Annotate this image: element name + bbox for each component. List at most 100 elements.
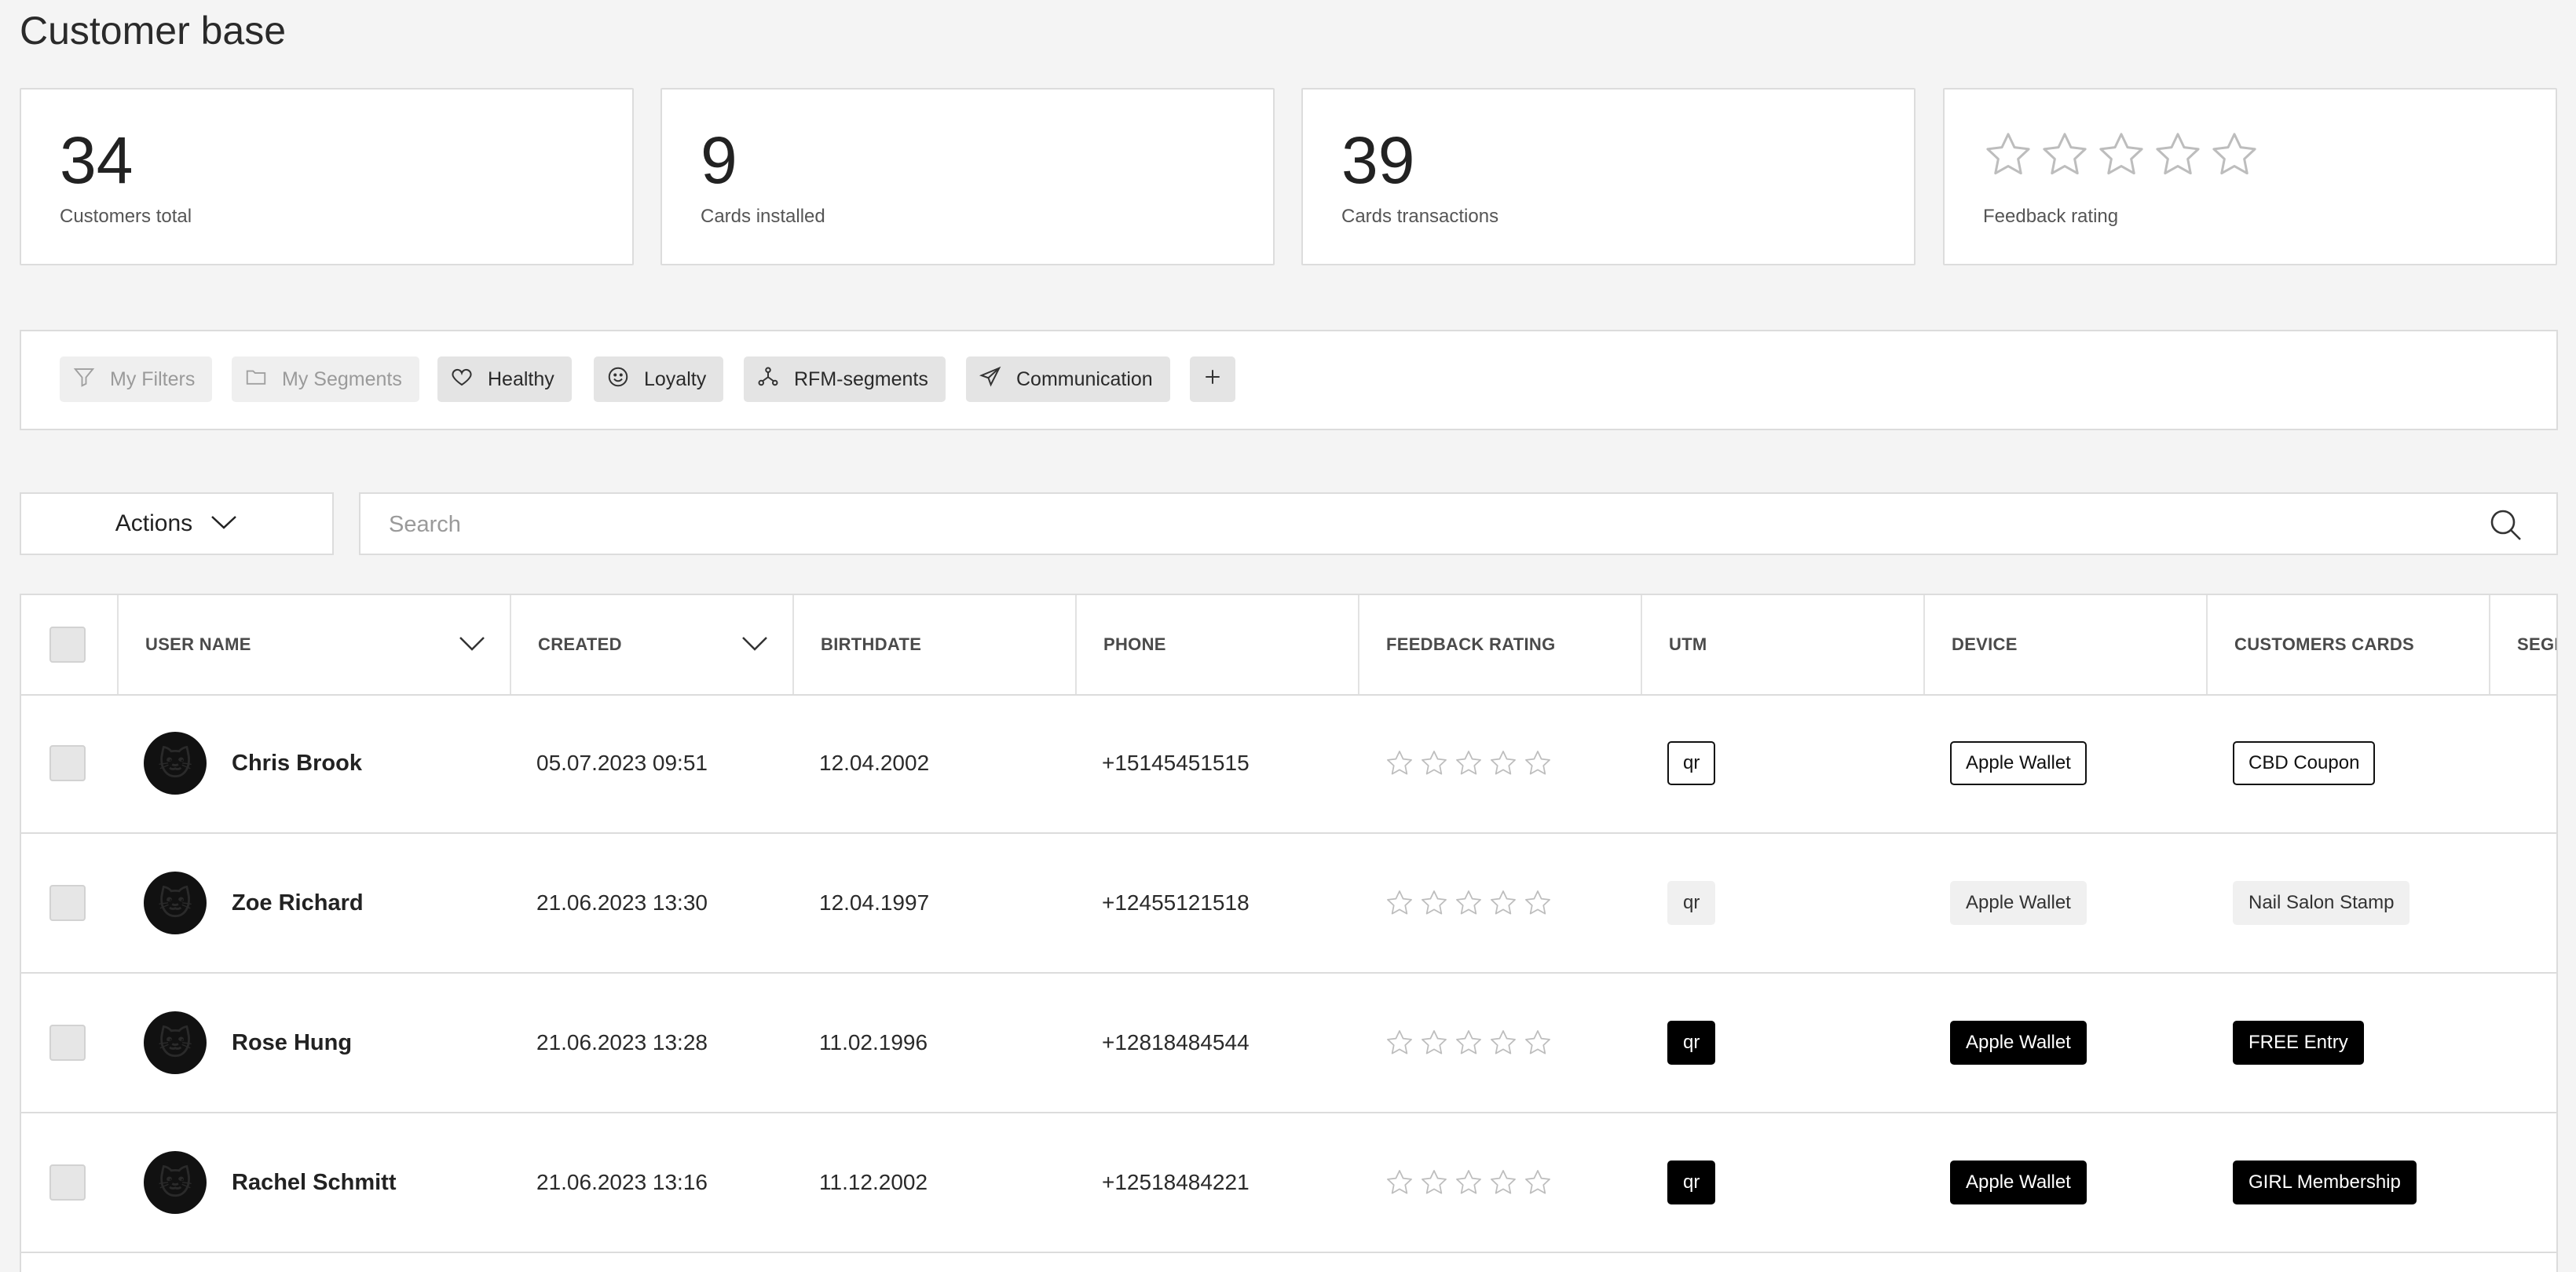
- feedback-rating-cell: [1385, 974, 1553, 1112]
- user-name[interactable]: Rose Hung: [232, 1029, 353, 1055]
- user-cell[interactable]: 🐱 Rose Hung: [144, 974, 352, 1112]
- card-cell: CBD Coupon: [2233, 694, 2376, 832]
- star-outline-icon: [1387, 1170, 1412, 1194]
- segment-chip-healthy[interactable]: Healthy: [437, 356, 572, 402]
- star-outline-icon: [1491, 890, 1516, 915]
- row-checkbox-cell: [49, 1113, 86, 1252]
- star-outline-icon: [1525, 1030, 1550, 1055]
- star-outline-icon: [1387, 1030, 1412, 1055]
- segment-chip-communication[interactable]: Communication: [966, 356, 1170, 402]
- star-outline-icon: [1387, 751, 1412, 775]
- row-checkbox[interactable]: [49, 1164, 86, 1201]
- add-segment-button[interactable]: [1190, 356, 1235, 402]
- stat-card-cards-transactions: 39 Cards transactions: [1301, 88, 1916, 265]
- star-outline-icon: [2156, 133, 2200, 175]
- star-outline-icon: [2212, 133, 2256, 175]
- row-checkbox[interactable]: [49, 1025, 86, 1061]
- user-name[interactable]: Zoe Richard: [232, 890, 364, 916]
- stat-label: Feedback rating: [1983, 206, 2119, 227]
- utm-cell: qr: [1667, 834, 1716, 972]
- chevron-down-icon[interactable]: [741, 634, 769, 653]
- star-outline-icon: [1422, 751, 1447, 775]
- search-input[interactable]: [387, 505, 2432, 544]
- segment-chip-loyalty[interactable]: Loyalty: [594, 356, 724, 402]
- column-header-label: DEVICE: [1952, 634, 2018, 654]
- feedback-rating-cell: [1385, 694, 1553, 832]
- device-tag[interactable]: Apple Wallet: [1950, 1161, 2087, 1204]
- stat-value: 34: [60, 123, 134, 197]
- card-tag[interactable]: FREE Entry: [2233, 1021, 2364, 1065]
- birthdate-cell: 11.12.2002: [819, 1170, 928, 1194]
- select-all-cell: [49, 595, 137, 694]
- star-outline-icon: [1491, 1170, 1516, 1194]
- segment-chip-label: Loyalty: [644, 367, 707, 390]
- utm-cell: qr: [1667, 694, 1716, 832]
- stat-label: Cards transactions: [1341, 206, 1499, 227]
- column-header-customers-cards[interactable]: CUSTOMERS CARDS: [2206, 595, 2489, 694]
- segment-chip-label: My Filters: [110, 367, 196, 390]
- segment-chip-rfm-segments[interactable]: RFM-segments: [744, 356, 946, 402]
- column-header-segments[interactable]: SEGM: [2489, 595, 2556, 694]
- birthdate-cell: 11.02.1996: [819, 1030, 928, 1055]
- column-header-label: FEEDBACK RATING: [1386, 634, 1556, 654]
- table-row[interactable]: 🐱 Chris Brook 05.07.2023 09:51 12.04.200…: [21, 694, 2556, 834]
- column-header-device[interactable]: DEVICE: [1923, 595, 2206, 694]
- segment-chip-label: Healthy: [488, 367, 554, 390]
- user-cell[interactable]: 🐱 Chris Brook: [144, 694, 362, 832]
- stat-value: 9: [701, 123, 737, 197]
- star-outline-icon: [1456, 890, 1481, 915]
- created-cell: 05.07.2023 09:51: [536, 751, 708, 775]
- column-header-created[interactable]: CREATED: [510, 595, 792, 694]
- star-outline-icon: [1456, 751, 1481, 775]
- created-cell: 21.06.2023 13:16: [536, 1170, 708, 1194]
- user-name[interactable]: Chris Brook: [232, 750, 362, 776]
- select-all-checkbox[interactable]: [49, 627, 86, 663]
- user-cell[interactable]: 🐱 Zoe Richard: [144, 834, 364, 972]
- column-header-label: PHONE: [1103, 634, 1166, 654]
- card-tag[interactable]: Nail Salon Stamp: [2233, 881, 2410, 925]
- segments-bar: My Filters My Segments Healthy Loyalty R…: [20, 330, 2558, 430]
- device-tag[interactable]: Apple Wallet: [1950, 741, 2087, 785]
- segment-chip-my-segments[interactable]: My Segments: [232, 356, 419, 402]
- card-cell: Nail Salon Stamp: [2233, 834, 2410, 972]
- user-cell[interactable]: 🐱 Rachel Schmitt: [144, 1113, 397, 1252]
- actions-dropdown[interactable]: Actions: [20, 492, 334, 555]
- chevron-down-icon[interactable]: [458, 634, 486, 653]
- column-header-feedback-rating[interactable]: FEEDBACK RATING: [1358, 595, 1641, 694]
- utm-tag[interactable]: qr: [1667, 1161, 1716, 1204]
- device-tag[interactable]: Apple Wallet: [1950, 1021, 2087, 1065]
- column-header-label: CREATED: [538, 634, 622, 654]
- utm-tag[interactable]: qr: [1667, 741, 1716, 785]
- row-rating-stars: [1385, 748, 1553, 778]
- phone-cell: +12518484221: [1102, 1170, 1250, 1194]
- star-outline-icon: [1525, 1170, 1550, 1194]
- card-tag[interactable]: CBD Coupon: [2233, 741, 2376, 785]
- column-header-user-name[interactable]: USER NAME: [117, 595, 510, 694]
- table-row[interactable]: 🐱 Rose Hung 21.06.2023 13:28 11.02.1996 …: [21, 974, 2556, 1113]
- heart-icon: [450, 365, 488, 394]
- row-checkbox-cell: [49, 974, 86, 1112]
- column-header-phone[interactable]: PHONE: [1075, 595, 1358, 694]
- plus-icon: [1201, 365, 1224, 394]
- row-checkbox[interactable]: [49, 885, 86, 921]
- utm-tag[interactable]: qr: [1667, 881, 1716, 925]
- device-tag[interactable]: Apple Wallet: [1950, 881, 2087, 925]
- card-tag[interactable]: GIRL Membership: [2233, 1161, 2417, 1204]
- table-row[interactable]: 🐱 Zoe Richard 21.06.2023 13:30 12.04.199…: [21, 834, 2556, 974]
- column-header-label: SEGM: [2517, 634, 2556, 654]
- row-checkbox[interactable]: [49, 745, 86, 781]
- feedback-rating-stars: [1982, 129, 2260, 181]
- row-rating-stars: [1385, 1028, 1553, 1058]
- segment-chip-my-filters[interactable]: My Filters: [60, 356, 213, 402]
- avatar: 🐱: [144, 1011, 207, 1074]
- column-header-label: USER NAME: [145, 634, 251, 654]
- utm-tag[interactable]: qr: [1667, 1021, 1716, 1065]
- cat-face-icon: 🐱: [158, 744, 192, 782]
- search-box: [359, 492, 2558, 555]
- user-name[interactable]: Rachel Schmitt: [232, 1169, 397, 1195]
- search-icon[interactable]: [2489, 508, 2522, 541]
- table-row[interactable]: 🐱 Rachel Schmitt 21.06.2023 13:16 11.12.…: [21, 1113, 2556, 1253]
- column-header-utm[interactable]: UTM: [1641, 595, 1923, 694]
- column-header-birthdate[interactable]: BIRTHDATE: [792, 595, 1075, 694]
- utm-cell: qr: [1667, 1113, 1716, 1252]
